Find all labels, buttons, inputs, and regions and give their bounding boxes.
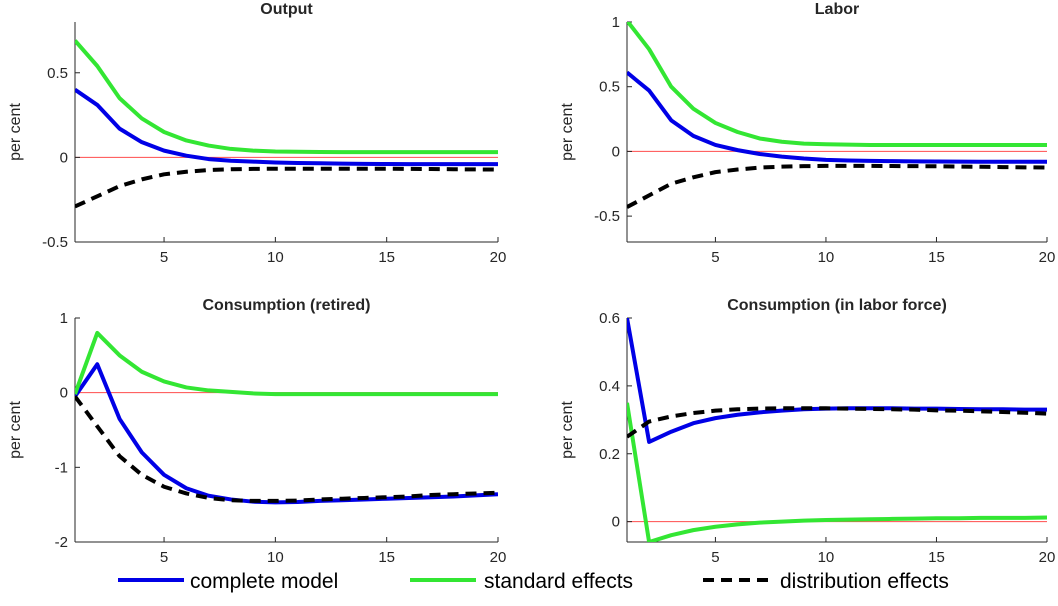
x-tick-label: 15 (378, 249, 395, 266)
panel-title: Output (260, 1, 313, 18)
x-tick-label: 15 (928, 249, 945, 266)
series-line-distribution-effects (627, 406, 1047, 439)
y-tick-label: 0.5 (599, 79, 620, 96)
y-tick-label: -0.5 (42, 234, 68, 251)
x-tick-label: 10 (818, 549, 835, 566)
y-tick-label: 0 (60, 385, 68, 402)
x-tick-label: 5 (711, 549, 719, 566)
x-tick-label: 5 (160, 549, 168, 566)
y-tick-label: 0.2 (599, 446, 620, 463)
legend-item-standard-effects: standard effects (410, 570, 633, 593)
y-tick-label: 1 (612, 14, 620, 31)
y-tick-label: 0.4 (599, 378, 620, 395)
y-tick-label: -2 (55, 534, 68, 551)
legend-label: complete model (190, 570, 338, 593)
x-tick-label: 5 (160, 249, 168, 266)
series-line-complete-model (627, 70, 1047, 164)
series-line-standard-effects (75, 330, 498, 397)
y-tick-label: 1 (60, 310, 68, 327)
series-line-complete-model (75, 88, 498, 167)
panel-title: Labor (815, 1, 859, 18)
legend-label: standard effects (484, 570, 633, 593)
x-tick-label: 10 (818, 249, 835, 266)
legend-item-complete-model: complete model (118, 570, 338, 593)
legend: complete model standard effects distributi… (118, 570, 949, 593)
y-tick-label: 0.6 (599, 310, 620, 327)
y-axis-label: per cent (559, 103, 576, 161)
y-tick-label: 0 (612, 143, 620, 160)
x-tick-label: 15 (378, 549, 395, 566)
legend-label: distribution effects (780, 570, 949, 593)
y-tick-label: -0.5 (594, 208, 620, 225)
series-line-distribution-effects (75, 395, 498, 503)
x-tick-label: 20 (1039, 249, 1056, 266)
series-line-standard-effects (627, 402, 1047, 542)
series-line-complete-model (627, 318, 1047, 444)
y-axis-label: per cent (559, 401, 576, 459)
x-tick-label: 5 (711, 249, 719, 266)
panel-consumption-labor-force: Consumption (in labor force) 0 0.2 0.4 0.6 5 1… (559, 297, 1055, 566)
legend-item-distribution-effects: distribution effects (703, 570, 949, 593)
series-line-standard-effects (75, 39, 498, 155)
y-axis-label: per cent (7, 401, 24, 459)
y-tick-label: 0 (612, 514, 620, 531)
y-tick-label: 0 (60, 149, 68, 166)
panel-title: Consumption (in labor force) (727, 297, 947, 314)
panel-output: Output -0.5 0 0.5 5 10 15 20 per cent (7, 1, 506, 266)
y-tick-label: 0.5 (47, 65, 68, 82)
x-tick-label: 20 (1039, 549, 1056, 566)
series-line-complete-model (75, 362, 498, 505)
series-line-distribution-effects (75, 166, 498, 209)
y-axis-label: per cent (7, 103, 24, 161)
y-tick-label: -1 (55, 459, 68, 476)
x-tick-label: 10 (267, 249, 284, 266)
x-tick-label: 20 (490, 549, 507, 566)
series-line-standard-effects (627, 22, 1047, 147)
x-tick-label: 15 (928, 549, 945, 566)
x-tick-label: 10 (267, 549, 284, 566)
series-line-distribution-effects (627, 163, 1047, 209)
panel-title: Consumption (retired) (203, 297, 371, 314)
x-tick-label: 20 (490, 249, 507, 266)
